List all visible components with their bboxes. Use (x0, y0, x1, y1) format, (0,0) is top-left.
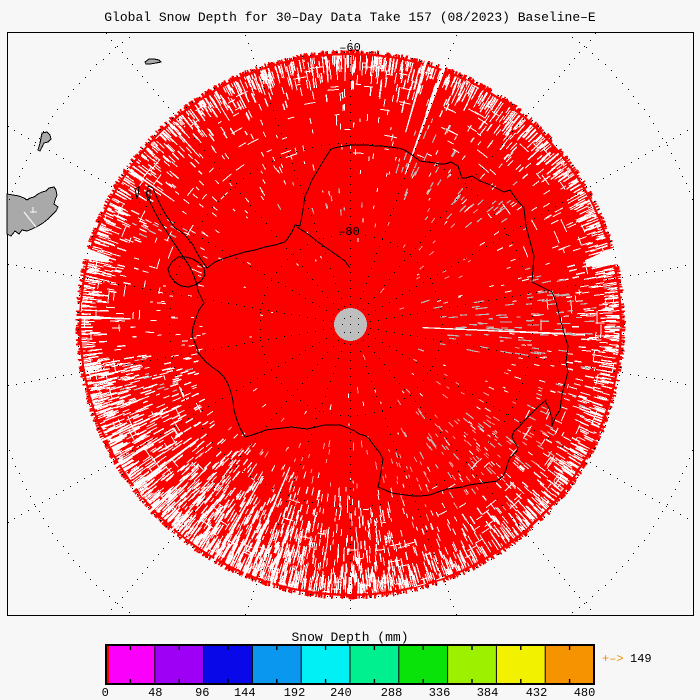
svg-text:Snow Depth (mm): Snow Depth (mm) (291, 630, 408, 645)
svg-text:–60: –60 (339, 41, 361, 55)
svg-text:149: 149 (630, 652, 652, 666)
svg-text:+–>: +–> (602, 652, 624, 666)
svg-text:48: 48 (148, 686, 162, 700)
svg-text:144: 144 (234, 686, 256, 700)
svg-text:432: 432 (526, 686, 548, 700)
svg-text:96: 96 (195, 686, 209, 700)
svg-text:0: 0 (102, 686, 109, 700)
svg-text:240: 240 (330, 686, 352, 700)
svg-text:288: 288 (381, 686, 403, 700)
svg-text:384: 384 (477, 686, 499, 700)
svg-text:192: 192 (284, 686, 306, 700)
svg-text:336: 336 (429, 686, 451, 700)
svg-text:480: 480 (574, 686, 596, 700)
svg-text:–80: –80 (338, 225, 360, 239)
